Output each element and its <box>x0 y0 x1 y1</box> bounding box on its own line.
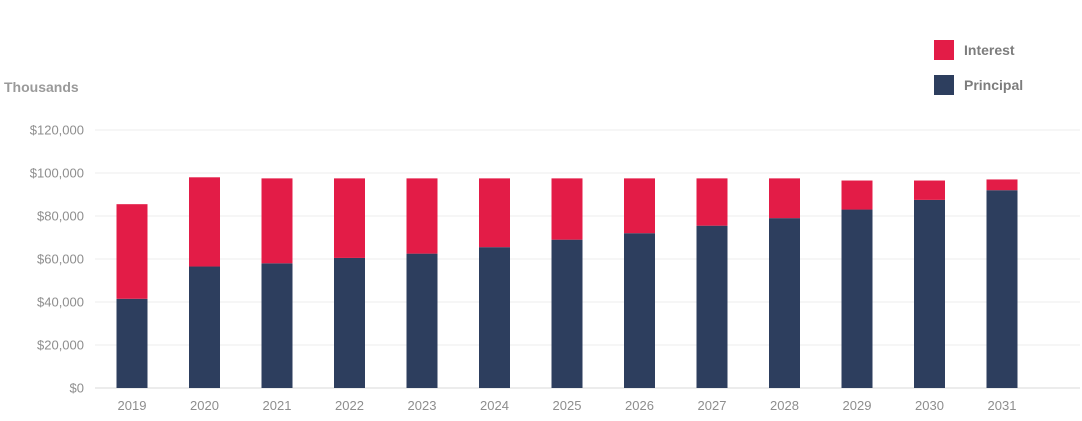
bar-interest-2024 <box>479 178 510 248</box>
x-tick-label: 2019 <box>118 398 147 413</box>
y-tick-label: $60,000 <box>37 252 84 267</box>
y-tick-label: $40,000 <box>37 295 84 310</box>
bar-principal-2026 <box>624 233 655 388</box>
x-tick-label: 2030 <box>915 398 944 413</box>
y-axis-ticks: $0 $20,000 $40,000 $60,000 $80,000 $100,000 $1… <box>30 123 84 396</box>
x-tick-label: 2026 <box>625 398 654 413</box>
x-tick-label: 2024 <box>480 398 509 413</box>
bar-interest-2028 <box>769 178 800 219</box>
x-tick-label: 2021 <box>263 398 292 413</box>
y-tick-label: $80,000 <box>37 209 84 224</box>
bar-interest-2027 <box>696 178 728 226</box>
legend: Interest Principal <box>934 40 1023 95</box>
y-tick-label: $20,000 <box>37 338 84 353</box>
bar-principal-2020 <box>189 266 220 388</box>
bar-interest-2020 <box>189 177 220 267</box>
bar-principal-2024 <box>479 247 510 388</box>
x-tick-label: 2022 <box>335 398 364 413</box>
bar-interest-2029 <box>841 180 873 210</box>
y-tick-label: $120,000 <box>30 123 84 138</box>
x-tick-label: 2020 <box>190 398 219 413</box>
y-tick-label: $100,000 <box>30 166 84 181</box>
x-tick-label: 2025 <box>553 398 582 413</box>
bar-principal-2025 <box>551 239 583 388</box>
bar-interest-2030 <box>914 180 945 200</box>
y-axis-label: Thousands <box>4 79 79 95</box>
legend-label-interest: Interest <box>964 42 1015 58</box>
bar-interest-2031 <box>986 179 1018 191</box>
x-tick-label: 2023 <box>408 398 437 413</box>
bar-principal-2028 <box>769 218 800 388</box>
x-tick-label: 2029 <box>843 398 872 413</box>
bars-layer <box>116 177 1018 388</box>
legend-swatch-principal <box>934 75 954 95</box>
bar-interest-2022 <box>334 178 365 258</box>
x-tick-label: 2031 <box>988 398 1017 413</box>
x-axis-ticks: 2019 2020 2021 2022 2023 2024 2025 2026 2027 2028… <box>118 398 1017 413</box>
legend-label-principal: Principal <box>964 77 1023 93</box>
legend-swatch-interest <box>934 40 954 60</box>
bar-interest-2019 <box>116 204 148 299</box>
x-tick-label: 2027 <box>698 398 727 413</box>
bar-principal-2027 <box>696 225 728 388</box>
y-tick-label: $0 <box>70 381 84 396</box>
grid-layer <box>95 129 1080 389</box>
bar-principal-2021 <box>261 263 293 388</box>
bar-interest-2023 <box>406 178 438 254</box>
bar-principal-2023 <box>406 253 438 388</box>
bar-interest-2025 <box>551 178 583 240</box>
x-tick-label: 2028 <box>770 398 799 413</box>
bar-principal-2030 <box>914 199 945 388</box>
bar-principal-2029 <box>841 209 873 388</box>
bar-interest-2026 <box>624 178 655 234</box>
bar-interest-2021 <box>261 178 293 264</box>
bar-principal-2019 <box>116 298 148 388</box>
bar-principal-2022 <box>334 257 365 388</box>
bar-principal-2031 <box>986 190 1018 388</box>
